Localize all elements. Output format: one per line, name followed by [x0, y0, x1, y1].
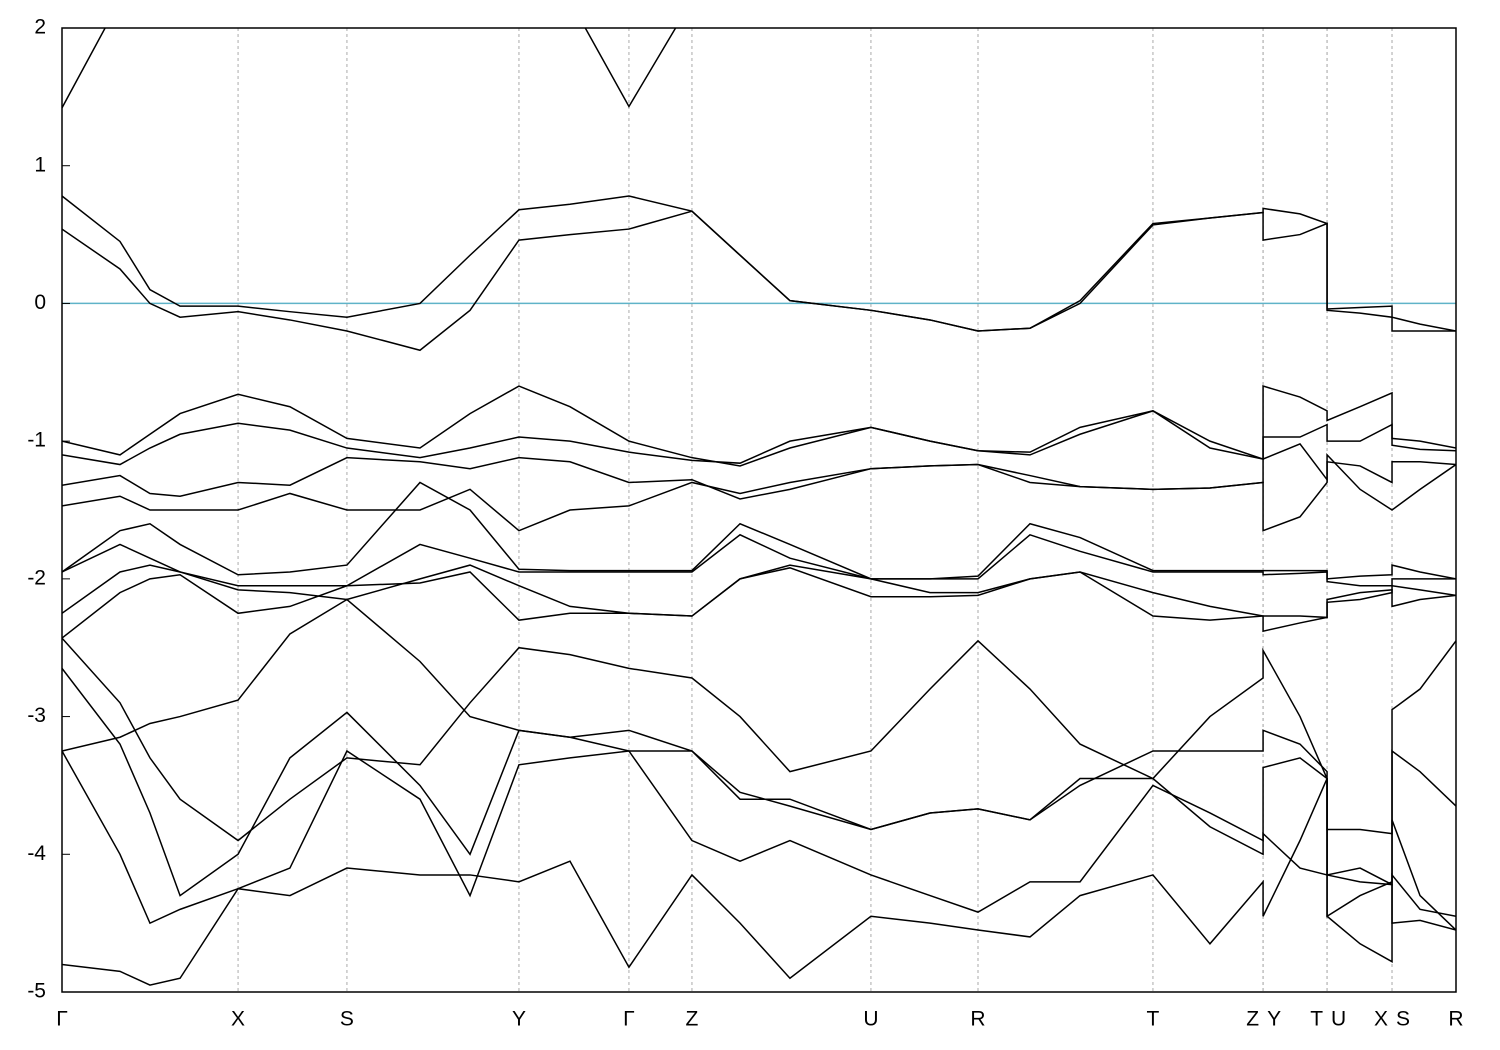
- band-line: [62, 667, 1456, 918]
- band-line: [62, 28, 677, 109]
- band-line: [62, 195, 1456, 332]
- y-tick-label: -1: [27, 429, 46, 452]
- x-tick-label: Y: [512, 1008, 526, 1031]
- x-tick-label: S: [1396, 1008, 1410, 1031]
- x-tick-label: X: [1374, 1008, 1388, 1031]
- band-line: [62, 442, 1456, 500]
- band-line: [62, 567, 1456, 639]
- band-line: [62, 749, 1456, 931]
- y-tick-label: -4: [27, 842, 46, 865]
- band-line: [62, 410, 1456, 466]
- x-tick-label: Γ: [56, 1008, 68, 1031]
- band-line: [62, 598, 1456, 886]
- y-tick-label: 1: [34, 153, 46, 176]
- plot: [62, 28, 1456, 986]
- y-tick-label: 2: [34, 16, 46, 39]
- band-line: [62, 385, 1456, 467]
- x-tick-label: R: [970, 1008, 985, 1031]
- x-tick-label: R: [1448, 1008, 1463, 1031]
- x-tick-label: Z: [686, 1008, 699, 1031]
- y-tick-label: -5: [27, 980, 46, 1003]
- x-tick-label: X: [231, 1008, 245, 1031]
- band-line: [62, 453, 1456, 532]
- x-tick-label: U: [863, 1008, 878, 1031]
- band-line: [62, 533, 1456, 587]
- x-tick-label: Y: [1267, 1008, 1281, 1031]
- band-line: [62, 637, 1456, 842]
- x-tick-label: Z: [1246, 1008, 1259, 1031]
- x-tick-label: T: [1147, 1008, 1160, 1031]
- x-tick-label: Γ: [623, 1008, 635, 1031]
- y-tick-label: 0: [34, 291, 46, 314]
- y-tick-label: -3: [27, 704, 46, 727]
- band-line: [62, 778, 1456, 986]
- x-tick-label: T: [1310, 1008, 1323, 1031]
- band-line: [62, 210, 1456, 352]
- y-tick-label: -2: [27, 566, 46, 589]
- x-tick-label: U: [1331, 1008, 1346, 1031]
- band-line: [62, 481, 1456, 580]
- frame: [61, 27, 1457, 993]
- x-tick-label: S: [340, 1008, 354, 1031]
